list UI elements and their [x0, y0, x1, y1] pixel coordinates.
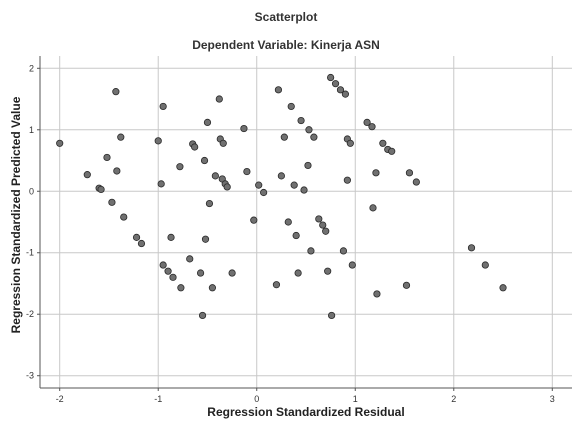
- y-tick-label: -3: [26, 371, 34, 381]
- data-point: [499, 284, 507, 292]
- data-point: [56, 139, 64, 147]
- data-point: [260, 188, 268, 197]
- data-point: [164, 267, 172, 275]
- data-point: [339, 247, 348, 255]
- data-point: [196, 269, 205, 277]
- x-tick-label: -1: [154, 394, 162, 404]
- data-point: [304, 161, 312, 170]
- data-point: [272, 281, 281, 289]
- data-point: [186, 255, 194, 263]
- data-point: [307, 247, 315, 255]
- data-point: [322, 227, 330, 235]
- y-tick-label: -2: [26, 309, 34, 319]
- y-tick-label: -1: [26, 248, 34, 258]
- data-point: [200, 156, 209, 165]
- data-point: [117, 133, 125, 141]
- data-point: [292, 231, 300, 240]
- data-point: [191, 143, 199, 151]
- data-point: [294, 269, 302, 277]
- data-point: [284, 218, 292, 226]
- data-point: [250, 216, 258, 224]
- data-point: [255, 181, 263, 189]
- data-point: [240, 124, 248, 133]
- data-point: [154, 137, 162, 145]
- data-point: [137, 239, 146, 248]
- x-tick-label: 2: [451, 394, 456, 404]
- data-point: [379, 139, 387, 147]
- data-point: [327, 73, 335, 82]
- chart-subtitle: Dependent Variable: Kinerja ASN: [192, 38, 380, 52]
- data-point: [112, 88, 120, 96]
- data-point: [203, 118, 212, 127]
- data-point: [315, 215, 323, 223]
- data-point: [346, 139, 354, 147]
- data-point: [388, 147, 396, 155]
- data-point: [108, 198, 116, 206]
- x-tick-label: 0: [254, 394, 259, 404]
- data-point: [201, 235, 210, 243]
- data-point: [369, 204, 377, 212]
- data-point: [348, 261, 356, 269]
- data-point: [336, 86, 345, 94]
- data-point: [243, 167, 251, 176]
- data-point: [467, 244, 476, 252]
- data-point: [120, 213, 128, 221]
- x-tick-label: 1: [353, 394, 358, 404]
- data-point: [177, 284, 185, 292]
- data-point: [103, 153, 111, 162]
- x-axis-label: Regression Standardized Residual: [207, 405, 405, 419]
- data-point: [402, 281, 411, 289]
- data-point: [290, 181, 298, 189]
- data-point: [343, 176, 351, 184]
- data-point: [97, 185, 105, 194]
- data-point: [297, 116, 305, 125]
- data-point: [274, 86, 283, 94]
- data-point: [328, 311, 336, 320]
- data-point: [208, 284, 217, 292]
- y-tick-label: 2: [29, 63, 34, 73]
- data-point: [287, 102, 295, 111]
- data-point: [159, 261, 167, 269]
- data-point: [132, 233, 141, 241]
- data-point: [157, 180, 165, 188]
- data-point: [319, 221, 327, 229]
- data-point: [198, 311, 207, 320]
- data-point: [159, 102, 167, 111]
- data-point: [215, 95, 223, 103]
- data-point: [331, 80, 340, 88]
- data-point: [211, 172, 219, 180]
- data-point: [412, 178, 420, 186]
- data-point: [324, 267, 332, 275]
- data-point: [373, 290, 381, 298]
- data-point: [176, 163, 184, 171]
- data-point: [280, 133, 288, 141]
- data-point: [341, 90, 350, 98]
- data-point: [223, 183, 231, 191]
- data-point: [228, 269, 236, 277]
- data-point: [219, 139, 227, 147]
- data-point: [405, 169, 414, 177]
- data-point: [372, 169, 380, 177]
- data-point: [83, 171, 91, 179]
- data-point: [481, 261, 489, 269]
- data-point: [310, 133, 318, 141]
- data-point: [167, 233, 175, 241]
- y-tick-label: 0: [29, 186, 34, 196]
- data-point: [300, 186, 308, 194]
- data-point: [205, 199, 214, 208]
- data-point: [277, 172, 285, 180]
- data-point: [305, 126, 313, 134]
- data-point: [169, 273, 177, 281]
- y-tick-label: 1: [29, 125, 34, 135]
- x-tick-label: -2: [56, 394, 64, 404]
- x-tick-label: 3: [550, 394, 555, 404]
- data-point: [363, 118, 371, 127]
- data-point: [113, 167, 121, 175]
- data-point: [368, 123, 376, 131]
- chart-title: Scatterplot: [254, 10, 318, 24]
